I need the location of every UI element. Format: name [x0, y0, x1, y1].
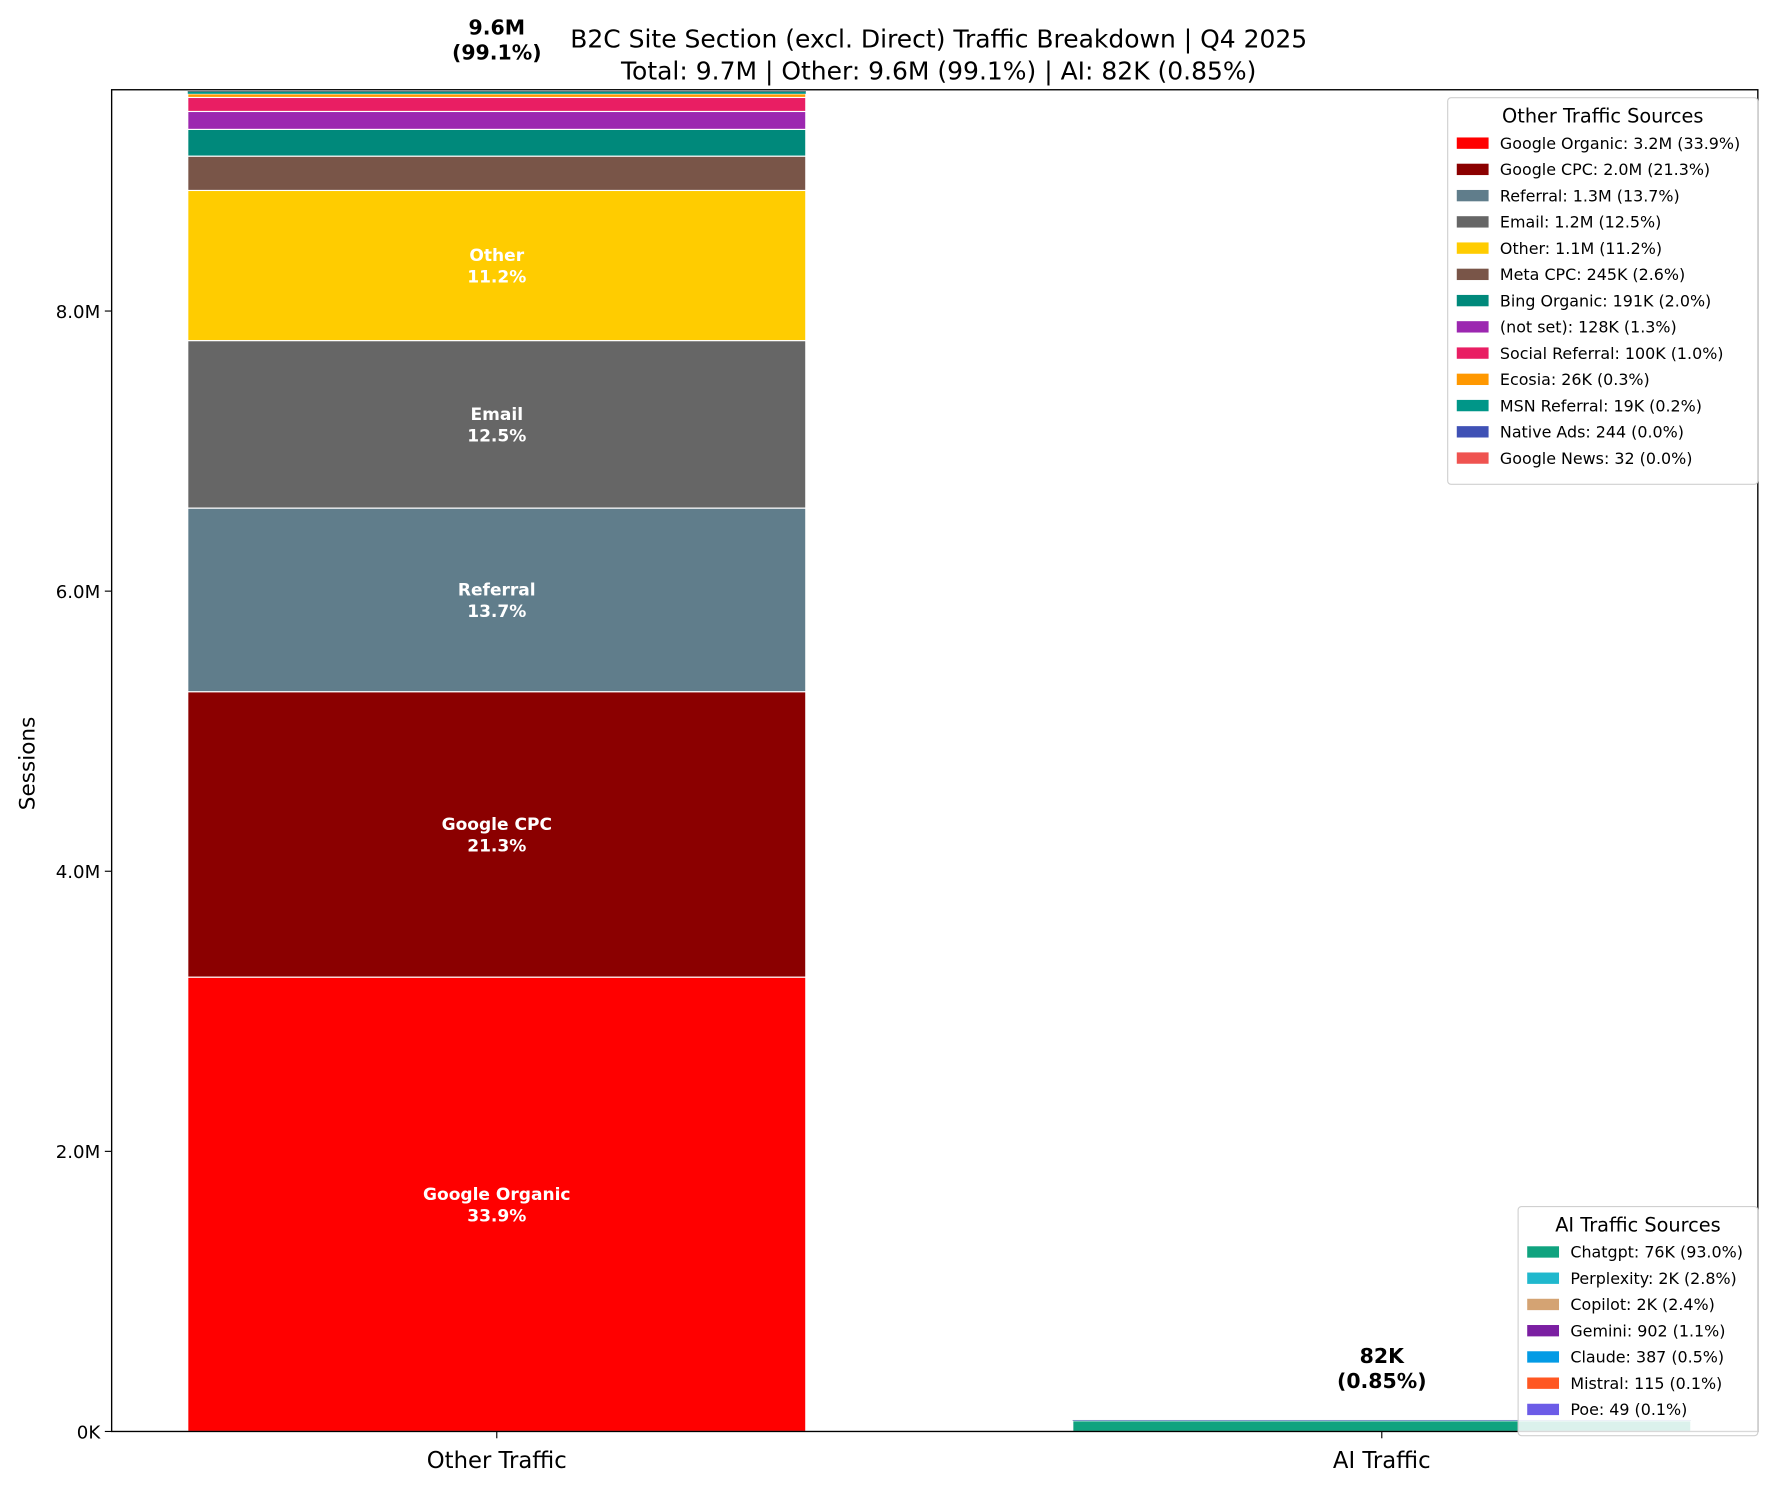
legend-swatch — [1527, 1403, 1560, 1416]
legends-group: Other Traffic Sources Google Organic: 3.2… — [1447, 97, 1759, 1437]
legend-entry: Copilot: 2K (2.4%) — [1570, 1295, 1714, 1314]
legend-entry: Native Ads: 244 (0.0%) — [1500, 423, 1684, 442]
legend-entry: Referral: 1.3M (13.7%) — [1500, 186, 1680, 205]
legend-swatch — [1456, 137, 1489, 149]
legend-swatch — [1456, 347, 1489, 359]
legend-swatch — [1527, 1377, 1560, 1389]
legend-entry: Bing Organic: 191K (2.0%) — [1500, 291, 1711, 310]
legend-entry: Claude: 387 (0.5%) — [1570, 1348, 1724, 1367]
bar-segment-google-organic — [187, 976, 807, 1433]
chart-title: B2C Site Section (excl. Direct) Traffic … — [570, 25, 1307, 54]
segment-label-name: Google Organic — [423, 1185, 571, 1205]
legend-swatch — [1456, 321, 1489, 333]
axes-group: Other Traffic AI Traffic 0K 2.0M 4.0M 6.0M 8.0… — [56, 302, 1431, 1474]
segment-label-pct: 13.7% — [467, 602, 526, 622]
bar-total-pct-label: (0.85%) — [1337, 1369, 1427, 1393]
legend-swatch — [1456, 399, 1489, 412]
bar-segment-referral — [187, 507, 807, 693]
bar-segment-google-cpc — [187, 691, 807, 978]
legend-swatch — [1456, 426, 1489, 438]
bar-segment-ecosia — [187, 93, 807, 99]
segment-label-name: Other — [469, 246, 524, 266]
legend-entry: Mistral: 115 (0.1%) — [1570, 1374, 1722, 1393]
legend-swatch — [1456, 163, 1489, 176]
legend-entry: Google News: 32 (0.0%) — [1500, 449, 1692, 468]
legend-swatch — [1456, 373, 1489, 386]
y-tick-label: 6.0M — [56, 582, 101, 603]
axes-frame — [110, 89, 1759, 1433]
segment-label-name: Referral — [458, 580, 536, 600]
legend-entry: Ecosia: 26K (0.3%) — [1500, 370, 1650, 389]
bar-total-label: 82K — [1360, 1344, 1405, 1368]
legend-ai-traffic: AI Traffic Sources Chatgpt: 76K (93.0%) Pe… — [1517, 1205, 1759, 1437]
legend-swatch — [1527, 1246, 1560, 1258]
y-tick-label: 4.0M — [56, 862, 101, 883]
y-tick-label: 2.0M — [56, 1142, 101, 1163]
bar-segment-msn-referral — [187, 91, 806, 94]
legend-entry: Google CPC: 2.0M (21.3%) — [1500, 160, 1710, 179]
x-tick-label: Other Traffic — [427, 1448, 567, 1474]
legend-swatch — [1456, 242, 1489, 254]
segment-label-pct: 21.3% — [467, 836, 526, 856]
segment-label-pct: 11.2% — [467, 268, 526, 288]
bar-segment-meta-cpc — [187, 155, 807, 192]
segment-label-pct: 33.9% — [467, 1206, 526, 1226]
legend-swatch — [1456, 294, 1489, 307]
legend-entry: Email: 1.2M (12.5%) — [1500, 213, 1661, 232]
segment-label-name: Google CPC — [442, 815, 552, 835]
legend-swatch — [1527, 1272, 1560, 1284]
legend-swatch — [1456, 189, 1489, 202]
bar-segment-bing-organic — [187, 128, 807, 157]
legend-entry: Meta CPC: 245K (2.6%) — [1500, 265, 1685, 284]
bar-segment-email — [187, 340, 807, 509]
legend-box — [1447, 97, 1759, 485]
legend-entry: MSN Referral: 19K (0.2%) — [1500, 396, 1702, 415]
bar-segment-social-referral — [187, 96, 807, 113]
legend-entry: Social Referral: 100K (1.0%) — [1500, 344, 1724, 363]
bar-segment-other — [187, 189, 807, 342]
legend-entry: Other: 1.1M (11.2%) — [1500, 239, 1662, 258]
x-tick-label: AI Traffic — [1333, 1448, 1431, 1474]
y-tick-label: 0K — [77, 1422, 102, 1443]
legend-title: Other Traffic Sources — [1502, 105, 1703, 128]
legend-swatch — [1527, 1351, 1560, 1363]
legend-swatch — [1527, 1325, 1560, 1337]
y-tick-label: 8.0M — [56, 302, 101, 323]
chart-subtitle: Total: 9.7M | Other: 9.6M (99.1%) | AI: … — [620, 57, 1256, 86]
bar-segment--not-set- — [187, 110, 807, 130]
legend-swatch — [1456, 268, 1489, 281]
bar-total-pct-label: (99.1%) — [452, 40, 542, 64]
legend-box — [1517, 1205, 1759, 1437]
bar-total-label: 9.6M — [469, 15, 526, 39]
y-axis-label: Sessions — [15, 717, 40, 811]
segment-label-pct: 12.5% — [467, 426, 526, 446]
legend-entry: Chatgpt: 76K (93.0%) — [1570, 1243, 1743, 1262]
legend-other-traffic: Other Traffic Sources Google Organic: 3.2… — [1447, 97, 1759, 485]
legend-entry: Gemini: 902 (1.1%) — [1570, 1321, 1725, 1340]
segment-label-name: Email — [470, 405, 523, 425]
legend-swatch — [1456, 216, 1489, 228]
legend-title: AI Traffic Sources — [1555, 1214, 1720, 1237]
legend-swatch — [1527, 1298, 1560, 1311]
legend-entry: (not set): 128K (1.3%) — [1500, 318, 1677, 337]
legend-entry: Google Organic: 3.2M (33.9%) — [1500, 134, 1740, 153]
legend-swatch — [1456, 452, 1489, 464]
legend-entry: Perplexity: 2K (2.8%) — [1570, 1269, 1736, 1288]
legend-entry: Poe: 49 (0.1%) — [1570, 1400, 1687, 1419]
